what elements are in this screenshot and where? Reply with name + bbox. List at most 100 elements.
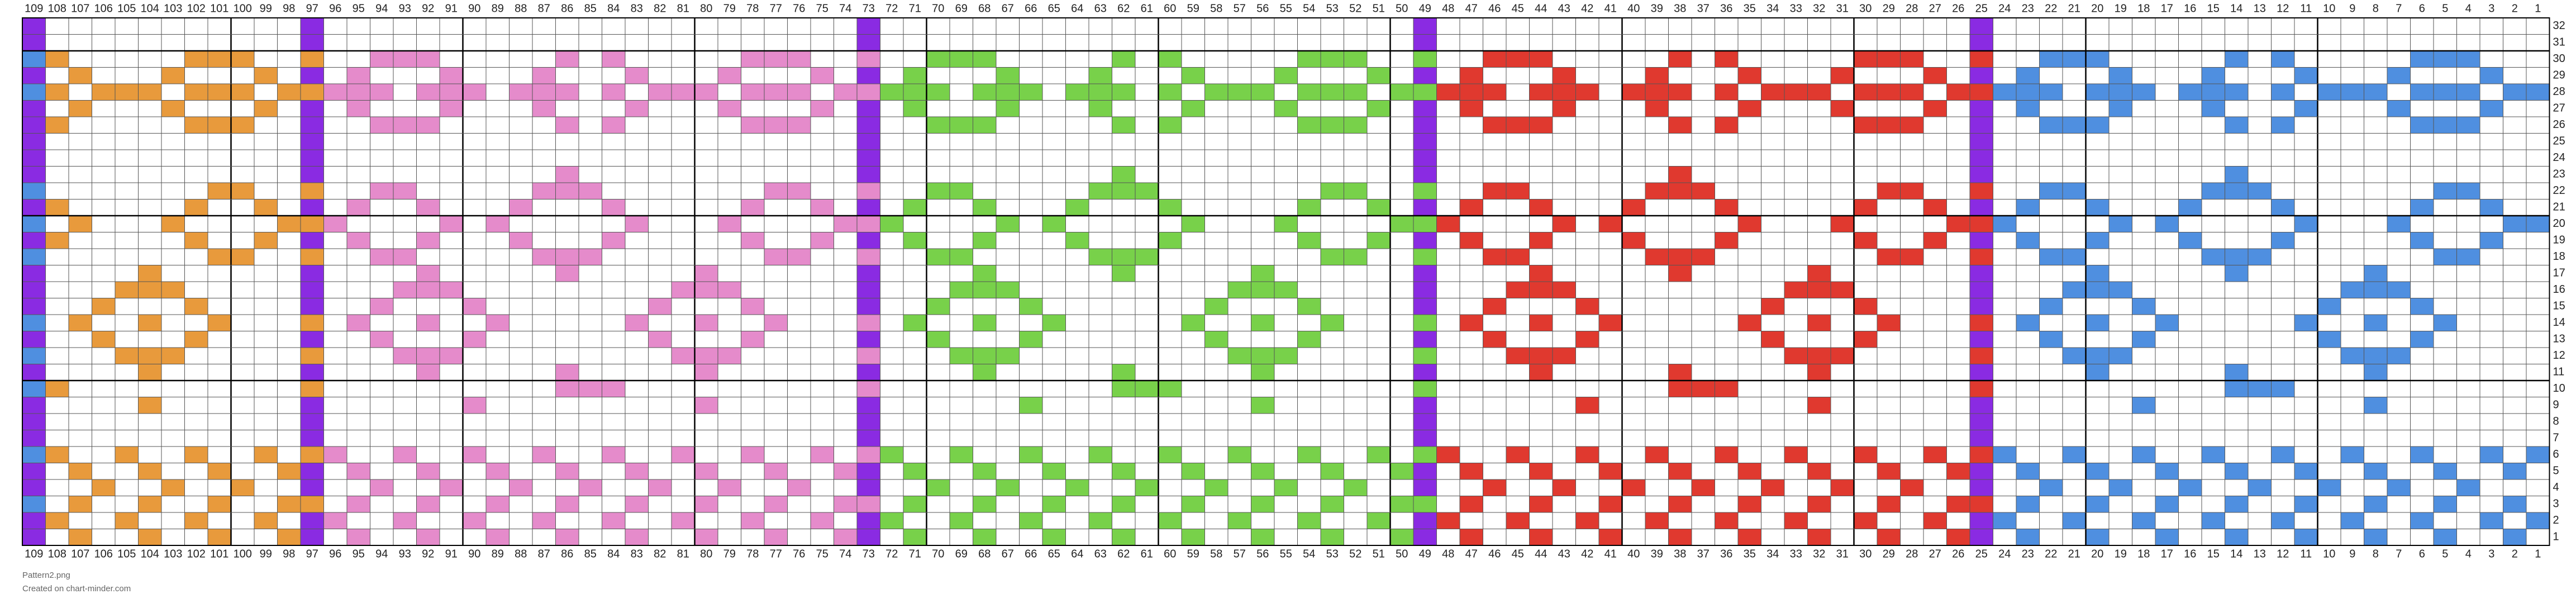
cell xyxy=(857,381,880,397)
cell xyxy=(1970,381,1993,397)
cell xyxy=(277,529,301,545)
cell xyxy=(811,232,834,249)
cell xyxy=(973,315,996,331)
cell xyxy=(811,199,834,216)
cell xyxy=(2526,216,2550,232)
cell xyxy=(416,199,440,216)
cell xyxy=(1204,84,1228,101)
cell xyxy=(602,51,625,68)
cell xyxy=(602,199,625,216)
cell xyxy=(2480,100,2503,117)
cell xyxy=(625,315,649,331)
cell xyxy=(254,100,278,117)
cell xyxy=(463,512,486,529)
cell xyxy=(1506,51,1530,68)
cell xyxy=(416,463,440,479)
cell xyxy=(370,331,393,348)
cell xyxy=(1019,331,1042,348)
cell xyxy=(393,183,417,200)
row-label: 19 xyxy=(2553,234,2565,246)
cell xyxy=(161,100,185,117)
cell xyxy=(208,117,231,134)
cell xyxy=(973,496,996,512)
column-label: 57 xyxy=(1234,548,1246,560)
cell xyxy=(1251,348,1274,364)
cell xyxy=(903,84,927,101)
cell xyxy=(1715,232,1738,249)
column-label: 81 xyxy=(677,2,689,15)
cell xyxy=(718,67,741,84)
column-label: 35 xyxy=(1744,548,1756,560)
cell xyxy=(1877,51,1901,68)
cell xyxy=(1483,331,1506,348)
cell xyxy=(1761,331,1784,348)
cell xyxy=(648,479,672,496)
column-label: 29 xyxy=(1883,548,1895,560)
cell xyxy=(857,117,880,134)
cell xyxy=(161,282,185,298)
cell xyxy=(602,381,625,397)
cell xyxy=(2225,183,2248,200)
cell xyxy=(1668,51,1692,68)
column-label: 63 xyxy=(1094,2,1107,15)
cell xyxy=(416,117,440,134)
column-label: 108 xyxy=(48,548,66,560)
cell xyxy=(301,348,324,364)
cell xyxy=(1274,479,1298,496)
cell xyxy=(2503,84,2526,101)
cell xyxy=(857,18,880,35)
cell xyxy=(1089,512,1112,529)
cell xyxy=(69,463,92,479)
cell xyxy=(2225,364,2248,381)
cell xyxy=(2155,315,2179,331)
cell xyxy=(1204,479,1228,496)
cell xyxy=(1413,34,1437,51)
cell xyxy=(2456,183,2480,200)
cell xyxy=(857,414,880,430)
cell xyxy=(2364,265,2387,282)
column-label: 16 xyxy=(2184,2,2196,15)
cell xyxy=(1158,381,1182,397)
cell xyxy=(1019,446,1042,463)
cell xyxy=(1877,463,1901,479)
cell xyxy=(1575,331,1599,348)
cell xyxy=(184,199,208,216)
cell xyxy=(903,496,927,512)
cell xyxy=(1970,512,1993,529)
cell xyxy=(301,496,324,512)
cell xyxy=(1413,529,1437,545)
cell xyxy=(950,249,973,265)
cell xyxy=(1112,117,1135,134)
column-label: 92 xyxy=(422,2,434,15)
cell xyxy=(1831,100,1854,117)
column-label: 24 xyxy=(1998,548,2011,560)
cell xyxy=(92,331,115,348)
cell xyxy=(1970,364,1993,381)
cell xyxy=(1182,67,1205,84)
cell xyxy=(950,282,973,298)
cell xyxy=(138,282,161,298)
cell xyxy=(903,463,927,479)
cell xyxy=(1970,265,1993,282)
column-label: 63 xyxy=(1094,548,1107,560)
cell xyxy=(1970,34,1993,51)
cell xyxy=(2132,512,2155,529)
column-label: 23 xyxy=(2022,548,2034,560)
column-label: 1 xyxy=(2535,548,2541,560)
cell xyxy=(1807,265,1831,282)
cell xyxy=(2248,479,2272,496)
cell xyxy=(2202,67,2225,84)
column-label: 80 xyxy=(700,2,712,15)
cell xyxy=(950,183,973,200)
cell xyxy=(2063,51,2086,68)
cell xyxy=(741,84,764,101)
cell xyxy=(1715,381,1738,397)
cell xyxy=(45,199,69,216)
column-label: 75 xyxy=(816,548,828,560)
cell xyxy=(22,265,46,282)
row-label: 30 xyxy=(2553,53,2565,65)
cell xyxy=(2364,348,2387,364)
cell xyxy=(2364,463,2387,479)
cell xyxy=(1413,199,1437,216)
cell xyxy=(1413,414,1437,430)
